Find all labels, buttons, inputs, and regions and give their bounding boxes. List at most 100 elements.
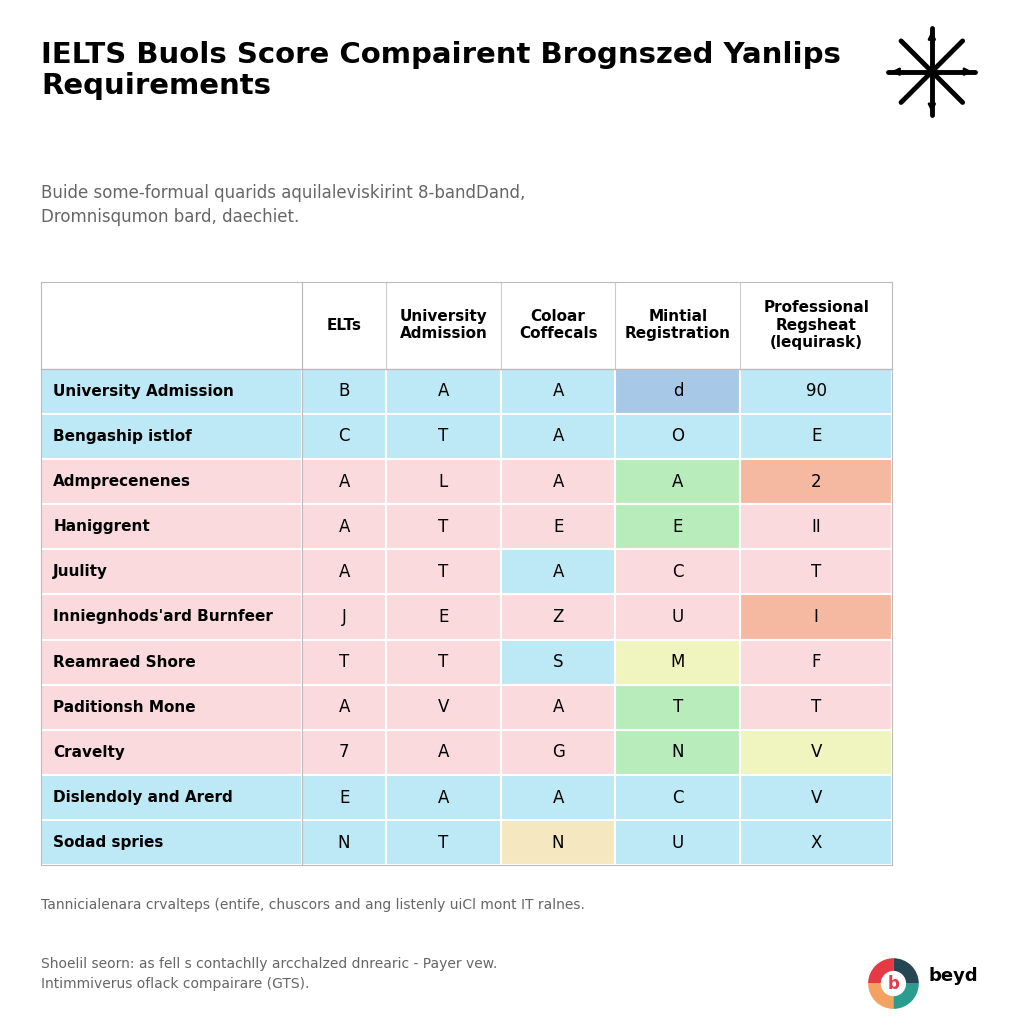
Text: O: O	[672, 427, 684, 445]
Circle shape	[881, 971, 906, 996]
Text: Tannicialenara crvalteps (entife, chuscors and ang listenly uiCl mont IT ralnes.: Tannicialenara crvalteps (entife, chusco…	[41, 898, 585, 912]
Text: Reamraed Shore: Reamraed Shore	[53, 654, 196, 670]
Text: Haniggrent: Haniggrent	[53, 519, 150, 535]
Text: N: N	[338, 834, 350, 852]
Text: M: M	[671, 653, 685, 671]
Text: L: L	[438, 472, 449, 490]
Bar	[386, 459, 501, 504]
Bar	[501, 640, 615, 685]
Text: 90: 90	[806, 382, 826, 400]
Bar	[386, 685, 501, 730]
Bar	[740, 685, 892, 730]
Bar	[615, 685, 740, 730]
Bar	[740, 820, 892, 865]
Text: A: A	[552, 427, 564, 445]
Text: V: V	[810, 788, 822, 807]
Text: IELTS Buols Score Compairent Brognszed Yanlips
Requirements: IELTS Buols Score Compairent Brognszed Y…	[41, 41, 841, 100]
Text: A: A	[552, 382, 564, 400]
Bar	[41, 820, 302, 865]
Wedge shape	[868, 958, 893, 983]
Text: X: X	[810, 834, 822, 852]
Bar	[501, 820, 615, 865]
Text: C: C	[672, 563, 684, 581]
Text: A: A	[552, 788, 564, 807]
Bar	[501, 730, 615, 775]
Bar	[41, 775, 302, 820]
Bar	[41, 640, 302, 685]
Text: Shoelil seorn: as fell s contachlly arcchalzed dnrearic - Payer vew.
Intimmiveru: Shoelil seorn: as fell s contachlly arcc…	[41, 957, 498, 991]
Bar	[302, 369, 386, 414]
Bar	[501, 369, 615, 414]
Text: T: T	[438, 563, 449, 581]
Text: Z: Z	[552, 608, 564, 626]
Wedge shape	[868, 983, 893, 1009]
Text: T: T	[673, 698, 683, 716]
Text: University Admission: University Admission	[53, 384, 234, 398]
Text: I: I	[814, 608, 818, 626]
Text: U: U	[672, 608, 684, 626]
Text: 7: 7	[339, 743, 349, 762]
Bar	[615, 504, 740, 549]
Text: F: F	[811, 653, 821, 671]
Text: A: A	[672, 472, 684, 490]
Text: b: b	[888, 975, 899, 992]
Text: Admprecenenes: Admprecenenes	[53, 474, 191, 489]
Bar	[740, 414, 892, 459]
Text: A: A	[338, 698, 350, 716]
Bar	[41, 685, 302, 730]
Bar	[302, 549, 386, 594]
Text: A: A	[338, 472, 350, 490]
Text: N: N	[672, 743, 684, 762]
Text: A: A	[552, 698, 564, 716]
Wedge shape	[893, 958, 919, 983]
Text: E: E	[811, 427, 821, 445]
Bar	[501, 549, 615, 594]
Bar	[615, 640, 740, 685]
Text: Bengaship istlof: Bengaship istlof	[53, 429, 191, 443]
Bar	[302, 504, 386, 549]
Text: T: T	[438, 518, 449, 536]
Bar	[740, 369, 892, 414]
Text: V: V	[437, 698, 450, 716]
Bar	[501, 504, 615, 549]
Bar	[501, 414, 615, 459]
Text: T: T	[811, 563, 821, 581]
Text: Buide some-formual quarids aquilaleviskirint 8-bandDand,
Dromnisqumon bard, daec: Buide some-formual quarids aquilaleviski…	[41, 184, 525, 226]
Text: II: II	[811, 518, 821, 536]
Text: C: C	[338, 427, 350, 445]
Text: C: C	[672, 788, 684, 807]
Text: A: A	[552, 563, 564, 581]
Text: 2: 2	[811, 472, 821, 490]
Text: J: J	[342, 608, 346, 626]
Bar	[41, 369, 302, 414]
Bar	[501, 685, 615, 730]
Bar	[386, 820, 501, 865]
Text: U: U	[672, 834, 684, 852]
Text: B: B	[338, 382, 350, 400]
Text: T: T	[339, 653, 349, 671]
Bar	[740, 775, 892, 820]
Text: A: A	[437, 382, 450, 400]
Text: Cravelty: Cravelty	[53, 744, 125, 760]
Bar	[386, 369, 501, 414]
Text: E: E	[673, 518, 683, 536]
Text: Sodad spries: Sodad spries	[53, 836, 164, 850]
Text: E: E	[553, 518, 563, 536]
Bar	[501, 459, 615, 504]
Bar	[302, 685, 386, 730]
Bar	[41, 459, 302, 504]
Bar	[41, 504, 302, 549]
Bar	[386, 594, 501, 640]
Text: T: T	[811, 698, 821, 716]
Text: Professional
Regsheat
(lequirask): Professional Regsheat (lequirask)	[763, 300, 869, 350]
Text: Dislendoly and Arerd: Dislendoly and Arerd	[53, 791, 233, 805]
Bar	[501, 594, 615, 640]
Text: Inniegnhods'ard Burnfeer: Inniegnhods'ard Burnfeer	[53, 609, 273, 625]
Bar	[386, 504, 501, 549]
Bar	[302, 730, 386, 775]
Text: A: A	[552, 472, 564, 490]
Text: G: G	[552, 743, 564, 762]
Bar	[501, 775, 615, 820]
Text: A: A	[338, 563, 350, 581]
Text: beyd: beyd	[929, 967, 978, 985]
